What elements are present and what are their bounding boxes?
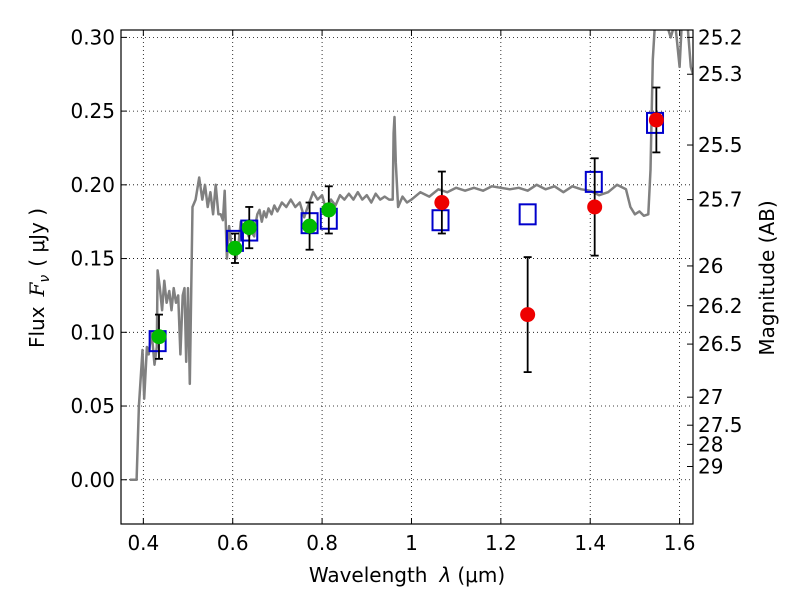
y2-tick-label: 26 [698, 254, 723, 278]
y2-tick-label: 28 [698, 432, 723, 456]
y-tick-label: 0.05 [70, 394, 115, 418]
y2-tick-label: 26.2 [698, 294, 743, 318]
spectrum-layer [129, 30, 693, 482]
y2-tick-label: 27.5 [698, 413, 743, 437]
observed-point [151, 329, 167, 345]
y2-tick-label: 29 [698, 454, 723, 478]
x-axis-ticks: 0.4 0.6 0.8 1 1.2 1.4 1.6 [127, 30, 696, 555]
observed-point [241, 220, 257, 236]
observed-point [302, 218, 318, 234]
y-tick-label: 0.00 [70, 468, 115, 492]
y-tick-label: 0.30 [70, 25, 115, 49]
spectrum-line [129, 30, 693, 482]
plot-frame [120, 29, 694, 525]
y2-tick-label: 25.7 [698, 188, 743, 212]
observed-point [587, 199, 603, 215]
observed-point [648, 112, 664, 128]
x-tick-label: 0.6 [217, 531, 249, 555]
y-axis-label: FluxFν( μJy ) [25, 208, 53, 348]
y2-tick-label: 26.5 [698, 332, 743, 356]
x-tick-label: 0.4 [127, 531, 159, 555]
y-tick-label: 0.15 [70, 247, 115, 271]
grid-lines [121, 30, 693, 524]
observed-point [434, 195, 450, 211]
observed-point [227, 240, 243, 256]
y-axis-ticks: 0.00 0.05 0.10 0.15 0.20 0.25 0.30 [70, 25, 127, 492]
y-tick-label: 0.25 [70, 99, 115, 123]
y2-tick-label: 25.3 [698, 62, 743, 86]
x-tick-label: 1.2 [485, 531, 517, 555]
y-tick-label: 0.10 [70, 320, 115, 344]
x-tick-label: 0.8 [306, 531, 338, 555]
x-tick-label: 1.4 [574, 531, 606, 555]
y2-tick-label: 25.2 [698, 25, 743, 49]
y2-axis-label: Magnitude (AB) [755, 200, 779, 355]
model-photometry-square [518, 203, 537, 226]
y-tick-label: 0.20 [70, 173, 115, 197]
x-tick-label: 1.6 [664, 531, 696, 555]
y2-tick-label: 27 [698, 385, 723, 409]
model-photometry-square [431, 209, 450, 232]
x-tick-label: 1 [405, 531, 418, 555]
observed-point [321, 202, 337, 218]
points-layer [148, 86, 665, 374]
y2-tick-label: 25.5 [698, 133, 743, 157]
x-axis-label: Wavelength λ (μm) [309, 563, 505, 587]
observed-point [520, 307, 536, 323]
plot-background [121, 30, 693, 524]
